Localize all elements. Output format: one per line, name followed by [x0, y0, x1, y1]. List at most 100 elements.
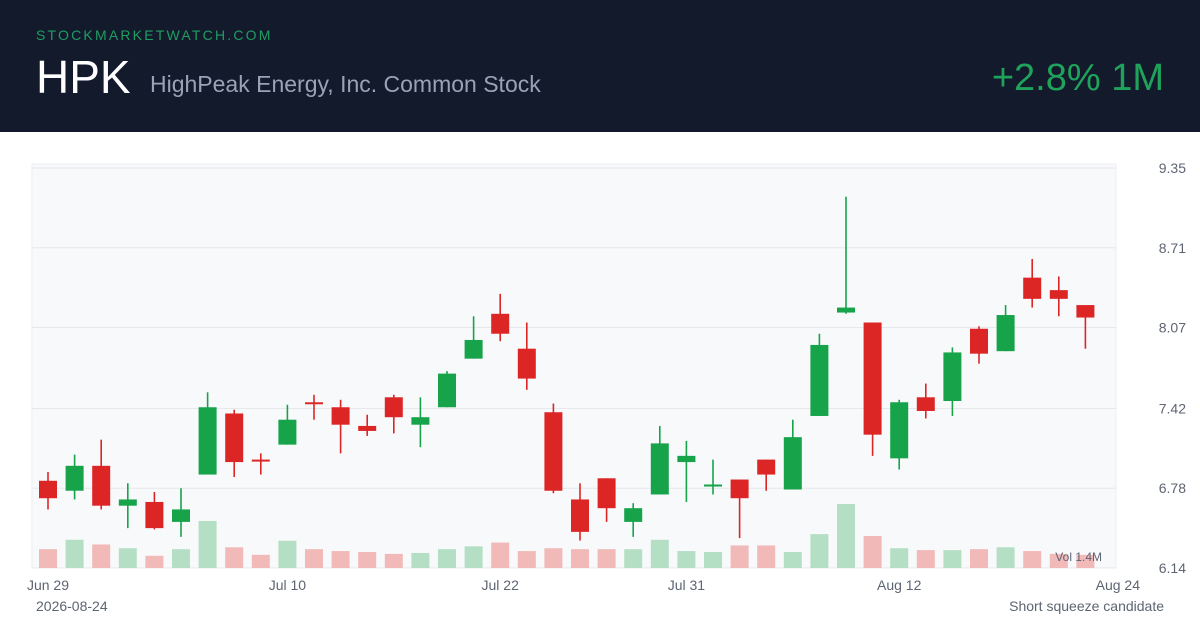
candle-body: [331, 407, 350, 425]
x-tick-label: Aug 12: [877, 577, 922, 593]
candle-body: [491, 313, 510, 334]
volume-bar: [704, 552, 722, 568]
price-change: +2.8% 1M: [991, 57, 1164, 99]
candle-body: [358, 425, 377, 431]
candle-body: [464, 339, 483, 359]
volume-bar: [491, 542, 510, 568]
candle-body: [92, 465, 111, 506]
header-bar: STOCKMARKETWATCH.COM HPK HighPeak Energy…: [0, 0, 1200, 132]
volume-bar: [916, 550, 935, 568]
y-tick-label: 6.78: [1159, 480, 1186, 496]
volume-bar: [943, 550, 962, 568]
candle-body: [517, 348, 536, 379]
x-tick-label: Jul 22: [482, 577, 520, 593]
volume-bar: [251, 554, 270, 568]
volume-bar: [810, 534, 829, 568]
volume-label: Vol 1.4M: [1055, 550, 1102, 564]
candle-body: [172, 509, 190, 522]
candle-body: [730, 479, 749, 499]
x-tick-label: Aug 24: [1096, 577, 1141, 593]
candlestick-chart: 9.35 8.71 8.07 7.42 6.78 6.14 Vol 1.4M Jun 29 Ju…: [27, 160, 1186, 593]
volume-bar: [783, 552, 802, 568]
volume-bar: [650, 539, 669, 568]
candle-body: [704, 484, 722, 487]
site-name[interactable]: STOCKMARKETWATCH.COM: [36, 27, 273, 43]
y-tick-label: 8.07: [1159, 320, 1186, 336]
volume-bar: [863, 536, 882, 568]
candle-body: [225, 413, 244, 463]
candle-body: [411, 417, 430, 425]
candle-body: [39, 480, 57, 499]
volume-bar: [624, 549, 643, 568]
y-tick-label: 8.71: [1159, 240, 1186, 256]
volume-bar: [172, 549, 190, 568]
candle-body: [890, 402, 909, 459]
candle-body: [278, 419, 297, 445]
volume-bar: [571, 549, 589, 568]
volume-bar: [677, 551, 696, 568]
candle-body: [384, 397, 403, 418]
volume-bar: [1049, 553, 1068, 568]
candle-body: [970, 328, 988, 354]
candle-body: [916, 397, 935, 411]
candle-body: [757, 459, 776, 475]
candle-body: [650, 443, 669, 495]
candle-body: [837, 307, 855, 313]
candle-body: [597, 478, 616, 509]
y-tick-label: 9.35: [1159, 160, 1186, 176]
candle-body: [1076, 305, 1095, 318]
candle-body: [438, 373, 456, 408]
volume-bar: [757, 545, 776, 568]
volume-bar: [890, 548, 909, 568]
price-chart: 9.35 8.71 8.07 7.42 6.78 6.14 Vol 1.4M Jun 29 Ju…: [0, 132, 1200, 630]
candle-body: [544, 412, 563, 491]
candle-body: [145, 501, 164, 529]
volume-bar: [464, 546, 483, 568]
x-tick-label: Jul 31: [668, 577, 706, 593]
candle-body: [996, 315, 1015, 352]
volume-bar: [198, 520, 217, 568]
volume-bar: [730, 545, 749, 568]
volume-bar: [118, 548, 137, 568]
volume-bar: [145, 555, 164, 568]
volume-bar: [92, 544, 111, 568]
volume-bar: [996, 547, 1015, 568]
volume-bar: [225, 547, 244, 568]
volume-bar: [837, 504, 855, 568]
volume-bar: [331, 551, 350, 568]
volume-bar: [1076, 554, 1095, 568]
candle-body: [863, 322, 882, 435]
volume-bar: [438, 549, 456, 568]
volume-bar: [384, 553, 403, 568]
volume-bar: [65, 539, 84, 568]
candle-body: [118, 499, 137, 506]
candle-body: [198, 407, 217, 475]
candle-body: [810, 344, 829, 416]
volume-bar: [544, 548, 563, 568]
candle-body: [624, 508, 643, 522]
candle-body: [65, 465, 84, 491]
candle-body: [305, 402, 323, 405]
volume-bar: [278, 540, 297, 568]
volume-bar: [517, 551, 536, 568]
volume-bar: [1023, 551, 1042, 568]
volume-bar: [411, 552, 430, 568]
candle-body: [783, 437, 802, 490]
x-tick-label: Jul 10: [269, 577, 307, 593]
candle-body: [677, 455, 696, 463]
chart-note: Short squeeze candidate: [1009, 598, 1164, 614]
company-name: HighPeak Energy, Inc. Common Stock: [150, 71, 541, 97]
ticker-symbol: HPK: [36, 51, 131, 103]
x-tick-label: Jun 29: [27, 577, 69, 593]
y-tick-label: 7.42: [1159, 400, 1186, 416]
candle-body: [1049, 290, 1068, 299]
volume-bar: [597, 549, 616, 568]
volume-bar: [358, 552, 377, 568]
candle-body: [943, 352, 962, 402]
chart-date: 2026-08-24: [36, 598, 108, 614]
volume-bar: [970, 549, 988, 568]
volume-bar: [39, 549, 57, 568]
y-tick-label: 6.14: [1159, 560, 1186, 576]
candle-body: [1023, 277, 1042, 299]
volume-bar: [305, 549, 323, 568]
